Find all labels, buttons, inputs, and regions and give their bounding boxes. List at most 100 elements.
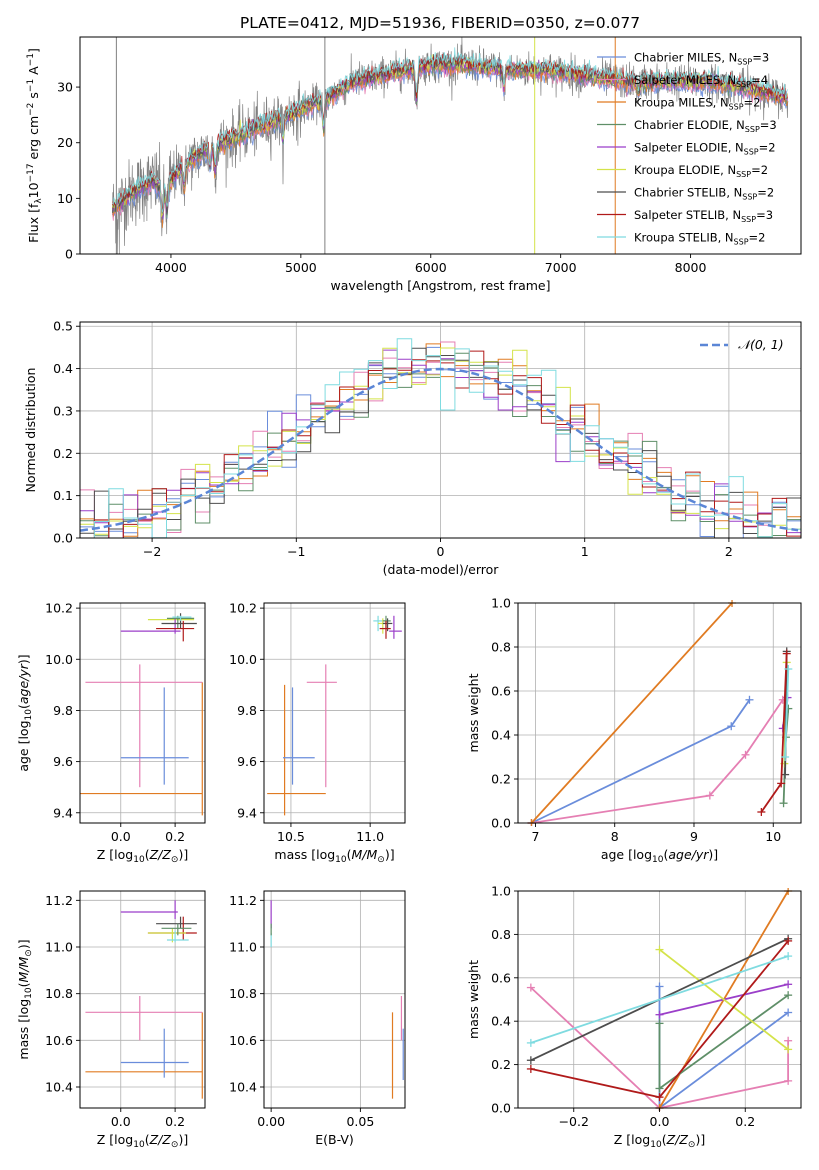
plot-frame — [263, 602, 406, 824]
y-tick-label: 11.2 — [229, 893, 257, 908]
model-spectrum — [112, 47, 788, 213]
x-tick-label: 0.00 — [257, 1114, 285, 1129]
plus-marker — [784, 980, 793, 989]
y-tick-label: 10.2 — [229, 601, 257, 616]
plus-marker — [655, 1084, 664, 1093]
errorbar-point — [85, 1012, 203, 1099]
errorbar-point — [120, 687, 189, 785]
normal-curve — [80, 367, 799, 532]
errorbar-point — [85, 664, 203, 788]
x-tick-label: 8 — [611, 829, 619, 844]
y-tick-label: 10.2 — [45, 601, 73, 616]
x-axis-label: age [log10(age/yr)] — [601, 847, 718, 865]
plus-marker — [655, 1019, 664, 1028]
errorbars — [270, 900, 404, 1099]
plus-marker — [784, 1008, 793, 1017]
y-axis-label: Normed distribution — [23, 368, 38, 493]
y-tick-label: 0.0 — [491, 816, 511, 831]
plus-marker — [655, 982, 664, 991]
y-tick-label: 10.0 — [229, 652, 257, 667]
y-axis-label: age [log10(age/yr)] — [16, 654, 34, 771]
y-axis-label: mass weight — [466, 673, 481, 752]
y-tick-label: 9.6 — [53, 754, 73, 769]
plus-marker — [526, 1056, 535, 1065]
errorbar-point — [156, 620, 195, 642]
legend-entry: Kroupa ELODIE, NSSP=2 — [634, 163, 768, 179]
plus-marker — [655, 945, 664, 954]
x-axis-label: Z [log10(Z/Z⊙)] — [614, 1132, 705, 1150]
x-tick-label: 10.5 — [277, 829, 305, 844]
y-tick-label: 9.8 — [53, 703, 73, 718]
legend-entry: Chabrier STELIB, NSSP=2 — [634, 186, 774, 202]
y-tick-label: 10 — [57, 191, 73, 206]
y-tick-label: 9.4 — [53, 805, 73, 820]
plot-frame — [263, 890, 406, 1109]
errorbars — [85, 900, 203, 1099]
x-axis-label: Z [log10(Z/Z⊙)] — [97, 847, 188, 865]
plus-marker — [655, 1093, 664, 1102]
errorbar-point — [120, 618, 181, 634]
errorbar-point — [156, 916, 197, 929]
plus-marker — [655, 1010, 664, 1019]
plot-frame — [79, 36, 802, 255]
y-tick-label: 0.6 — [491, 970, 511, 985]
y-tick-label: 0.8 — [491, 927, 511, 942]
errorbar-point — [172, 615, 192, 621]
figure-title: PLATE=0412, MJD=51936, FIBERID=0350, z=0… — [240, 14, 640, 32]
y-axis-label: mass weight — [466, 960, 481, 1039]
frame-massweight-vs-Z: −0.2 0.0 0.2 0.0 0.2 0.4 0.6 0.8 1.0 — [491, 884, 802, 1129]
y-axis-label: Flux [fλ10−17 erg cm−2 s−1 A−1] — [26, 48, 44, 243]
plot-frame — [79, 602, 206, 824]
plus-marker — [784, 991, 793, 1000]
x-axis-label: wavelength [Angstrom, rest frame] — [330, 278, 550, 293]
frame-spectrum: 4000 5000 6000 7000 8000 0 10 20 30 — [57, 36, 802, 275]
y-tick-label: 10.4 — [45, 1080, 73, 1095]
errorbar-point — [85, 996, 203, 1041]
y-tick-label: 9.8 — [237, 703, 257, 718]
x-tick-label: −1 — [287, 544, 305, 559]
y-tick-label: 0.2 — [491, 1057, 511, 1072]
plus-marker — [745, 695, 754, 704]
plus-marker — [784, 1045, 793, 1054]
x-tick-label: 0.2 — [165, 829, 185, 844]
plus-marker — [781, 753, 790, 761]
legend-entry: Chabrier MILES, NSSP=3 — [634, 51, 769, 67]
x-axis-label: (data-model)/error — [383, 562, 500, 577]
legend-entry: Salpeter ELODIE, NSSP=2 — [634, 141, 776, 157]
errorbar-point — [306, 664, 337, 788]
y-tick-label: 11.0 — [45, 940, 73, 955]
y-tick-label: 10.0 — [45, 652, 73, 667]
y-tick-label: 1.0 — [491, 596, 511, 611]
spectrum-lines — [112, 37, 789, 254]
y-tick-label: 0.0 — [491, 1101, 511, 1116]
x-tick-label: 5000 — [285, 260, 317, 275]
x-tick-label: 0.05 — [346, 1114, 374, 1129]
x-tick-label: 0 — [437, 544, 445, 559]
legend-entry: Chabrier ELODIE, NSSP=3 — [634, 118, 777, 134]
residual-histogram — [80, 338, 801, 538]
weight-line — [784, 668, 790, 758]
plus-marker — [784, 1036, 793, 1045]
y-tick-label: 11.2 — [45, 893, 73, 908]
plus-marker — [784, 952, 793, 961]
axes-age-vs-Z: Z [log10(Z/Z⊙)] age [log10(age/yr)] — [16, 603, 205, 865]
x-tick-label: −0.2 — [559, 1114, 589, 1129]
x-tick-label: 7 — [531, 829, 539, 844]
plus-marker — [526, 1038, 535, 1047]
x-axis-label: E(B-V) — [315, 1132, 354, 1147]
frame-mass-vs-EBV: 0.00 0.05 10.4 10.6 10.8 11.0 11.2 — [229, 890, 406, 1129]
legend-entry: Kroupa MILES, NSSP=2 — [634, 96, 760, 112]
errorbar-point — [379, 620, 391, 639]
weight-line — [658, 948, 789, 1051]
y-tick-label: 0.8 — [491, 640, 511, 655]
plot-frame — [517, 602, 802, 824]
y-tick-label: 1.0 — [491, 884, 511, 899]
y-tick-label: 0.4 — [491, 1014, 511, 1029]
errorbar-point — [120, 900, 178, 919]
x-tick-label: 6000 — [415, 260, 447, 275]
frame-age-vs-Z: 0.0 0.2 9.4 9.6 9.8 10.0 10.2 — [45, 601, 206, 844]
errorbar-point — [267, 684, 326, 816]
plus-marker — [741, 750, 750, 759]
weight-line — [530, 986, 789, 1109]
plus-marker — [779, 799, 788, 808]
